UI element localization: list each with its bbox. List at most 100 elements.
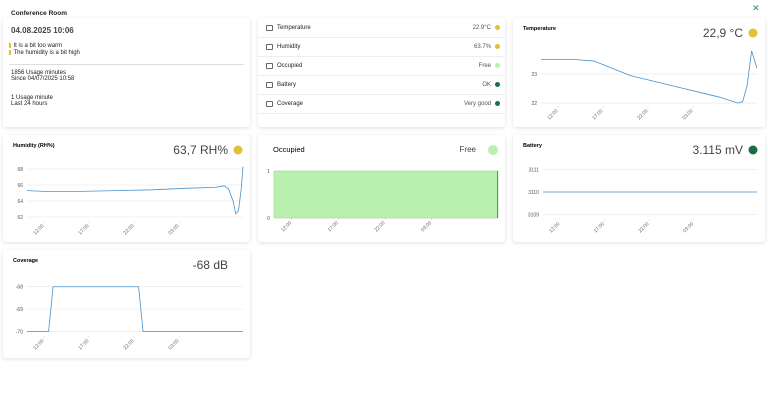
x-tick-label: 17:00 xyxy=(591,108,604,121)
status-value: Very good xyxy=(463,101,491,107)
warning-text: It is a bit too warm xyxy=(13,43,63,50)
y-tick-label: 64 xyxy=(17,199,23,205)
warning-text: The humidity is a bit high xyxy=(13,50,80,57)
chart-card: Humidity (RH%) 63,7 RH% 62 64 66 68 12:00 17:00… xyxy=(3,135,250,242)
y-tick-label: 3109 xyxy=(528,213,539,219)
status-dot xyxy=(495,63,500,68)
usage-note: Since 04/07/2025 10:58 xyxy=(11,76,75,82)
status-icon xyxy=(266,82,273,88)
chart-title: Battery xyxy=(523,143,543,149)
current-marker xyxy=(497,171,498,218)
reading: 3.115 mV xyxy=(693,143,743,157)
warning: The humidity is a bit high xyxy=(9,50,80,56)
chart-title: Temperature xyxy=(523,26,556,32)
reading: 63,7 RH% xyxy=(173,143,228,157)
y-tick-label: -70 xyxy=(16,330,23,336)
chart-card: Temperature 22,9 °C 22 23 12:00 17:00 22:00 03:… xyxy=(513,18,765,127)
x-tick-label: 17:00 xyxy=(593,221,606,234)
warning-icon xyxy=(9,43,11,48)
status-row: Humidity 63.7% xyxy=(258,37,505,57)
status-label: Coverage xyxy=(277,101,304,107)
x-tick-label: 12:00 xyxy=(32,338,45,351)
status-dot xyxy=(495,25,500,30)
reading: -68 dB xyxy=(193,258,228,272)
y-tick-label: 1 xyxy=(267,169,270,175)
status-value: Free xyxy=(478,63,491,69)
status-label: Humidity xyxy=(277,44,301,50)
status-card: Temperature 22.9°C Humidity 63.7% Occupied Fr… xyxy=(258,18,505,127)
chart: Humidity (RH%) 63,7 RH% 62 64 66 68 12:00 17:00… xyxy=(13,143,244,236)
chart-card: Coverage -68 dB -70 -69 -68 12:00 17:00 22:00 03… xyxy=(3,250,250,358)
x-tick-label: 03:00 xyxy=(167,223,180,236)
usage-note: Last 24 hours xyxy=(11,101,48,107)
status-row: Battery OK xyxy=(258,75,505,95)
y-tick-label: 23 xyxy=(531,72,537,78)
line xyxy=(27,286,243,332)
reading-dot xyxy=(233,145,243,155)
status-row: Temperature 22.9°C xyxy=(258,18,505,38)
x-tick-label: 03:00 xyxy=(681,108,694,121)
x-tick-label: 22:00 xyxy=(373,220,386,233)
divider xyxy=(9,64,244,65)
close-button[interactable]: ✕ xyxy=(752,3,760,13)
usage-value: 1 Usage minute xyxy=(11,95,54,101)
reading-dot xyxy=(748,28,758,38)
x-tick-label: 03:00 xyxy=(420,220,433,233)
y-tick-label: -69 xyxy=(16,307,23,313)
status-value: 63.7% xyxy=(473,44,491,50)
status-value: OK xyxy=(482,82,491,88)
y-tick-label: 68 xyxy=(17,167,23,173)
chart-title: Occupied xyxy=(273,145,305,154)
status-label: Occupied xyxy=(277,63,303,69)
x-tick-label: 22:00 xyxy=(122,223,135,236)
x-tick-label: 17:00 xyxy=(77,223,90,236)
status-row: Coverage Very good xyxy=(258,94,505,114)
chart-card: Battery 3.115 mV 3109 3110 3111 12:00 17:00 22:… xyxy=(513,135,765,242)
y-tick-label: 3110 xyxy=(528,190,539,196)
status-dot xyxy=(495,44,500,49)
y-tick-label: 62 xyxy=(17,215,23,221)
x-tick-label: 03:00 xyxy=(167,338,180,351)
reading-dot xyxy=(488,145,498,155)
status-icon xyxy=(266,101,273,107)
line xyxy=(26,166,244,215)
y-tick-label: 66 xyxy=(17,183,23,189)
date: 04.08.2025 10:06 xyxy=(11,26,74,35)
status-icon xyxy=(266,25,273,31)
x-tick-label: 03:00 xyxy=(682,221,695,234)
x-tick-label: 22:00 xyxy=(122,338,135,351)
x-tick-label: 17:00 xyxy=(327,220,340,233)
area xyxy=(273,170,499,219)
chart-title: Humidity (RH%) xyxy=(13,143,55,149)
chart: Occupied Free 0 1 12:00 17:00 22:00 03:00 xyxy=(267,145,499,233)
x-tick-label: 12:00 xyxy=(548,221,561,234)
x-tick-label: 17:00 xyxy=(77,338,90,351)
status-value: 22.9°C xyxy=(472,25,491,31)
status-icon xyxy=(266,44,273,50)
summary-card: 04.08.2025 10:06 It is a bit too warm The… xyxy=(3,18,250,127)
y-tick-label: 22 xyxy=(531,101,537,107)
x-tick-label: 22:00 xyxy=(636,108,649,121)
warning-icon xyxy=(9,50,11,55)
chart-card: Occupied Free 0 1 12:00 17:00 22:00 03:00 xyxy=(258,135,505,242)
x-tick-label: 12:00 xyxy=(280,220,293,233)
usage-value: 1856 Usage minutes xyxy=(11,70,67,76)
reading-dot xyxy=(748,145,758,155)
chart: Battery 3.115 mV 3109 3110 3111 12:00 17:00 22:… xyxy=(523,143,758,234)
x-tick-label: 12:00 xyxy=(546,108,559,121)
warning: It is a bit too warm xyxy=(9,43,62,49)
reading: 22,9 °C xyxy=(703,26,743,40)
page-title: Conference Room xyxy=(11,10,67,17)
x-tick-label: 22:00 xyxy=(637,221,650,234)
status-row: Occupied Free xyxy=(258,56,505,76)
status-dot xyxy=(495,82,500,87)
y-tick-label: 3111 xyxy=(529,168,540,174)
y-tick-label: 0 xyxy=(267,216,270,222)
chart: Temperature 22,9 °C 22 23 12:00 17:00 22:00 03:… xyxy=(523,26,758,121)
chart: Coverage -68 dB -70 -69 -68 12:00 17:00 22:00 03… xyxy=(13,258,243,351)
status-dot xyxy=(495,101,500,106)
x-tick-label: 12:00 xyxy=(32,223,45,236)
y-tick-label: -68 xyxy=(16,285,23,291)
reading: Free xyxy=(460,145,477,154)
